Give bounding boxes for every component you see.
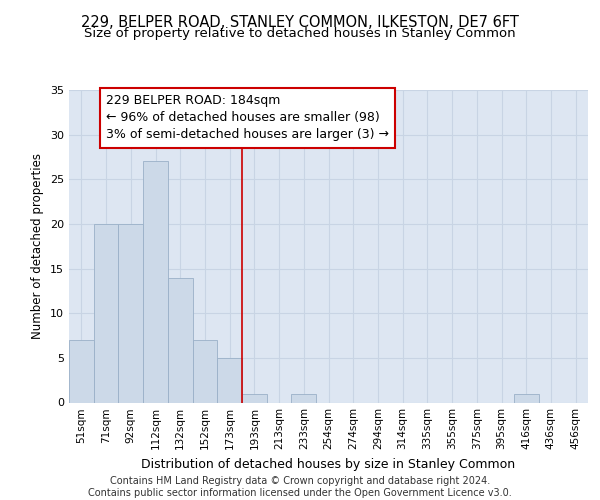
Bar bbox=[193, 340, 217, 402]
X-axis label: Distribution of detached houses by size in Stanley Common: Distribution of detached houses by size … bbox=[142, 458, 515, 471]
Text: Size of property relative to detached houses in Stanley Common: Size of property relative to detached ho… bbox=[84, 28, 516, 40]
Bar bbox=[168, 278, 193, 402]
Bar bbox=[143, 162, 168, 402]
Bar bbox=[94, 224, 118, 402]
Y-axis label: Number of detached properties: Number of detached properties bbox=[31, 153, 44, 339]
Text: Contains HM Land Registry data © Crown copyright and database right 2024.
Contai: Contains HM Land Registry data © Crown c… bbox=[88, 476, 512, 498]
Bar bbox=[242, 394, 267, 402]
Bar bbox=[69, 340, 94, 402]
Text: 229, BELPER ROAD, STANLEY COMMON, ILKESTON, DE7 6FT: 229, BELPER ROAD, STANLEY COMMON, ILKEST… bbox=[81, 15, 519, 30]
Text: 229 BELPER ROAD: 184sqm
← 96% of detached houses are smaller (98)
3% of semi-det: 229 BELPER ROAD: 184sqm ← 96% of detache… bbox=[106, 94, 389, 142]
Bar bbox=[217, 358, 242, 403]
Bar bbox=[118, 224, 143, 402]
Bar bbox=[514, 394, 539, 402]
Bar bbox=[292, 394, 316, 402]
